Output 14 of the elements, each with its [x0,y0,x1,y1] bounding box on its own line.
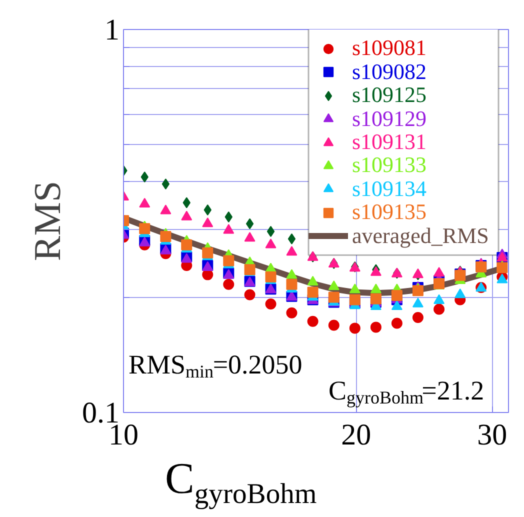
y-tick-label: 1 [104,14,120,46]
text: C$_{gyroBohm}$ [165,454,317,510]
legend-label: s109129 [352,106,427,132]
x-tick-label: 30 [477,418,508,452]
legend-label: averaged_RMS [352,222,489,249]
legend-label: s109081 [352,35,427,62]
legend-label: s109134 [352,176,427,202]
legend-label: s109133 [352,152,427,178]
legend-label: s109082 [352,58,427,85]
legend-label: s109125 [352,82,427,108]
legend-label: s109135 [352,199,427,226]
x-tick-label: 20 [341,418,372,452]
legend-label: s109131 [352,129,427,155]
y-axis-title: RMS [27,180,69,262]
